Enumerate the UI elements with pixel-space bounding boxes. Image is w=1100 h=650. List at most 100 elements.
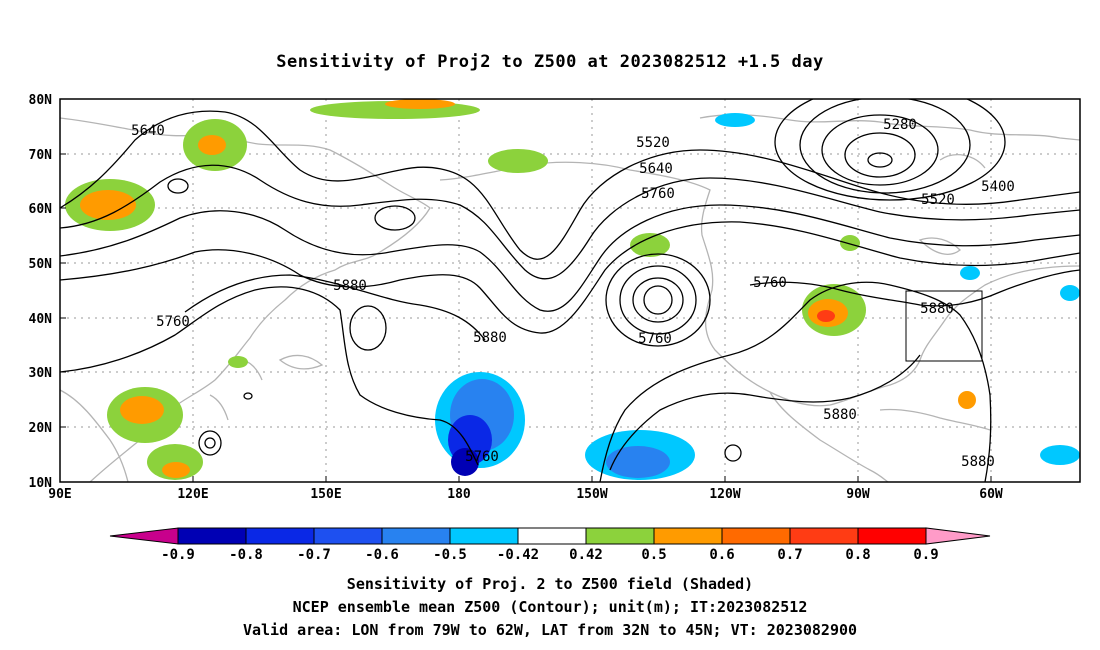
colorbar-label: 0.5 xyxy=(641,547,666,563)
caption-line-1: Sensitivity of Proj. 2 to Z500 field (Sh… xyxy=(347,575,753,593)
caption-line-2: NCEP ensemble mean Z500 (Contour); unit(… xyxy=(293,598,808,616)
shade-positive xyxy=(488,149,548,173)
shade-negative xyxy=(451,448,479,476)
colorbar-label: 0.42 xyxy=(569,547,603,563)
contour-line xyxy=(184,274,486,341)
contour-closed xyxy=(821,114,939,186)
contour-label: 5640 xyxy=(639,161,673,177)
figure-title: Sensitivity of Proj2 to Z500 at 20230825… xyxy=(276,52,823,72)
colorbar-segment xyxy=(245,527,315,545)
contour-closed xyxy=(799,99,971,194)
longitude-labels: 90E 120E 150E 180 150W 120W 90W 60W xyxy=(48,487,1003,502)
lat-label: 10N xyxy=(29,476,53,491)
north-america-coastline xyxy=(439,161,1080,407)
shade-positive xyxy=(630,233,670,257)
valid-area-box xyxy=(905,290,983,362)
lat-label: 30N xyxy=(29,366,53,381)
lon-label: 180 xyxy=(447,487,471,502)
lat-label: 80N xyxy=(29,93,53,108)
lon-label: 150E xyxy=(310,487,341,502)
colorbar-segment xyxy=(653,527,723,545)
lon-label: 90W xyxy=(846,487,870,502)
contour-closed xyxy=(867,152,893,168)
axis-ticks xyxy=(60,98,992,482)
contour-closed xyxy=(844,132,916,178)
contour-label: 5760 xyxy=(753,275,787,291)
lon-label: 60W xyxy=(979,487,1003,502)
contour-label: 5280 xyxy=(883,117,917,133)
contour-label: 5520 xyxy=(921,192,955,208)
lat-label: 40N xyxy=(29,312,53,327)
colorbar-segment xyxy=(857,527,927,545)
contour-line xyxy=(60,204,1080,312)
colorbar-label: -0.9 xyxy=(161,547,195,563)
shade-positive xyxy=(385,99,455,109)
colorbar-segment xyxy=(721,527,791,545)
contour-label: 5880 xyxy=(473,330,507,346)
shade-negative xyxy=(1040,445,1080,465)
lon-label: 120E xyxy=(177,487,208,502)
shade-positive xyxy=(120,396,164,424)
shade-negative xyxy=(606,446,670,478)
contour-line xyxy=(60,221,1080,334)
shade-positive xyxy=(80,190,136,220)
contour-closed xyxy=(774,99,1006,201)
colorbar-high-triangle xyxy=(925,527,991,545)
latitude-labels: 80N 70N 60N 50N 40N 30N 20N 10N xyxy=(29,93,53,491)
contour-closed xyxy=(632,277,684,323)
contour-closed xyxy=(605,253,711,347)
contour-label: 5400 xyxy=(981,179,1015,195)
contour-label: 5880 xyxy=(961,454,995,470)
canada-islands-coastline xyxy=(918,154,986,255)
lat-label: 20N xyxy=(29,421,53,436)
colorbar-segment xyxy=(313,527,383,545)
contour-closed xyxy=(204,437,216,449)
contour-line xyxy=(60,164,1080,280)
lat-label: 70N xyxy=(29,148,53,163)
colorbar-label: 0.8 xyxy=(845,547,870,563)
shade-positive xyxy=(958,391,976,409)
contour-label: 5640 xyxy=(131,123,165,139)
shade-negative xyxy=(1060,285,1080,301)
contour-label: 5760 xyxy=(156,314,190,330)
shade-negative xyxy=(715,113,755,127)
lat-label: 60N xyxy=(29,202,53,217)
caribbean-coastline xyxy=(879,408,991,431)
contour-label: 5760 xyxy=(641,186,675,202)
colorbar-segment xyxy=(449,527,519,545)
contour-line xyxy=(60,286,479,466)
colorbar: -0.9 -0.8 -0.7 -0.6 -0.5 -0.42 0.42 0.5 0.6 0.7 0.… xyxy=(109,527,991,563)
contour-label: 5760 xyxy=(465,449,499,465)
colorbar-label: 0.9 xyxy=(913,547,938,563)
contour-label: 5520 xyxy=(636,135,670,151)
lon-label: 90E xyxy=(48,487,71,502)
colorbar-low-triangle xyxy=(109,527,179,545)
colorbar-segment xyxy=(381,527,451,545)
contour-label: 5880 xyxy=(920,301,954,317)
shade-positive xyxy=(198,135,226,155)
contour-label: 5880 xyxy=(333,278,367,294)
z500-contours xyxy=(60,99,1080,482)
south-asia-coastline xyxy=(60,389,129,482)
colorbar-label: -0.7 xyxy=(297,547,331,563)
colorbar-label: 0.6 xyxy=(709,547,734,563)
contour-closed xyxy=(619,265,697,335)
contour-closed xyxy=(643,285,673,315)
contour-closed xyxy=(724,444,742,462)
lon-label: 150W xyxy=(576,487,607,502)
shade-positive xyxy=(817,310,835,322)
colorbar-segment xyxy=(585,527,655,545)
colorbar-segment xyxy=(177,527,247,545)
contour-closed xyxy=(349,305,387,351)
shade-positive xyxy=(840,235,860,251)
colorbar-label: -0.5 xyxy=(433,547,467,563)
colorbar-label: -0.8 xyxy=(229,547,263,563)
lat-label: 50N xyxy=(29,257,53,272)
colorbar-label: 0.7 xyxy=(777,547,802,563)
contour-labels: 5640 5520 5640 5760 5280 5400 5520 5880 … xyxy=(131,117,1015,470)
contour-line xyxy=(60,110,1080,260)
contour-closed xyxy=(243,392,253,400)
japan-coastline xyxy=(278,354,324,370)
shade-negative xyxy=(960,266,980,280)
